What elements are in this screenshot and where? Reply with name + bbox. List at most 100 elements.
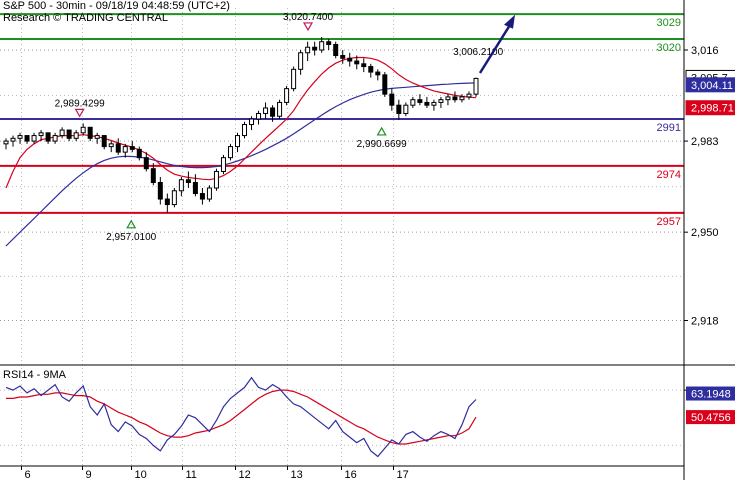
candle <box>45 132 51 144</box>
candle-body-down <box>164 198 170 206</box>
candle-body-down <box>340 55 346 59</box>
candle-body-up <box>52 135 58 142</box>
candle <box>31 132 37 144</box>
candle-body-up <box>17 135 23 139</box>
candle <box>129 141 135 153</box>
candle <box>242 121 248 139</box>
annotations: 2,989.4299 3,020.7400 2,957.0100 2,990.6699… <box>55 12 515 243</box>
candle-body-up <box>256 112 262 120</box>
candle <box>452 91 458 103</box>
candle <box>396 99 402 120</box>
candle <box>3 138 9 150</box>
candle-body-up <box>59 129 65 137</box>
rsi-line <box>5 376 477 458</box>
x-tick-label: 6 <box>25 469 31 480</box>
candle-body-up <box>242 124 248 137</box>
candle-body-up <box>94 135 100 139</box>
candle <box>417 94 423 106</box>
price-label-text: 2,998.71 <box>691 103 734 115</box>
candle-body-down <box>66 129 72 139</box>
candle-body-down <box>375 71 381 76</box>
candle <box>319 37 325 53</box>
high-label: 2,989.4299 <box>55 98 105 109</box>
candle <box>361 58 367 73</box>
chart-credit: Research © TRADING CENTRAL <box>3 12 168 24</box>
candle-body-up <box>171 190 177 206</box>
candle-body-up <box>73 132 79 139</box>
candle-body-down <box>396 104 402 114</box>
candle <box>270 105 276 122</box>
y-tick-label: 2,950 <box>691 227 719 239</box>
low-marker <box>376 126 387 136</box>
candle-body-down <box>136 148 142 159</box>
candle-body-up <box>206 187 212 200</box>
price-label-text: 3,004.11 <box>691 80 733 92</box>
candle-body-down <box>24 135 30 142</box>
candle-body-up <box>291 68 297 90</box>
candle <box>403 102 409 117</box>
candle-body-up <box>80 126 86 134</box>
candle <box>24 135 30 144</box>
candle-body-down <box>312 46 318 51</box>
candles <box>3 37 479 213</box>
candle <box>333 41 339 59</box>
candle <box>94 132 100 144</box>
candle-body-up <box>38 132 44 137</box>
candle-body-down <box>347 57 353 62</box>
candle <box>80 123 86 136</box>
candle-body-up <box>249 118 255 126</box>
level-label-2991: 2991 <box>657 122 681 134</box>
candle-body-down <box>199 193 205 200</box>
rsi-value-text: 63.1948 <box>691 389 731 401</box>
levels: 3029 3020 2991 2974 2957 <box>0 13 684 228</box>
price-label-slow_ma: 3,004.11 <box>685 77 735 93</box>
y-tick-label: 3,016 <box>691 45 719 57</box>
candle <box>185 171 191 189</box>
grid <box>0 8 684 466</box>
candle-body-up <box>284 88 290 103</box>
rsi-value-label: 50.4756 <box>686 410 735 425</box>
x-tick-label: 11 <box>186 469 197 480</box>
candle <box>424 96 430 108</box>
price-label-bg <box>685 77 735 93</box>
candle-body-up <box>403 104 409 114</box>
candle-body-down <box>361 63 367 68</box>
candle <box>143 152 149 172</box>
high-marker <box>302 22 314 32</box>
candle-body-down <box>45 132 51 142</box>
low-label: 2,990.6699 <box>357 139 407 150</box>
candle <box>164 193 170 213</box>
candle-body-up <box>466 93 472 98</box>
candle-body-down <box>326 41 332 45</box>
candle <box>122 143 128 158</box>
candle <box>431 99 437 111</box>
candle-body-up <box>3 140 9 145</box>
candle <box>284 85 290 106</box>
high-marker <box>74 108 85 118</box>
low-label: 2,957.0100 <box>106 232 156 243</box>
candle-body-down <box>382 74 388 95</box>
candle <box>389 88 395 111</box>
candle-body-up <box>319 41 325 51</box>
candle <box>277 99 283 120</box>
x-tick-label: 12 <box>239 469 251 480</box>
rsi-value-bg <box>686 410 735 425</box>
candle-body-up <box>227 146 233 159</box>
candle-body-down <box>354 60 360 65</box>
candle-body-up <box>31 135 37 142</box>
candle <box>213 168 219 191</box>
candle <box>375 69 381 81</box>
candle-body-down <box>115 143 121 153</box>
x-tick-label: 17 <box>397 469 409 480</box>
candle <box>157 176 163 205</box>
projection-arrow-head <box>504 14 515 29</box>
candle-body-down <box>452 96 458 101</box>
x-tick-label: 16 <box>345 469 357 480</box>
moving-averages <box>5 56 477 247</box>
projection-arrow-shaft <box>478 21 514 74</box>
candle-body-up <box>298 52 304 70</box>
candle <box>38 130 44 142</box>
